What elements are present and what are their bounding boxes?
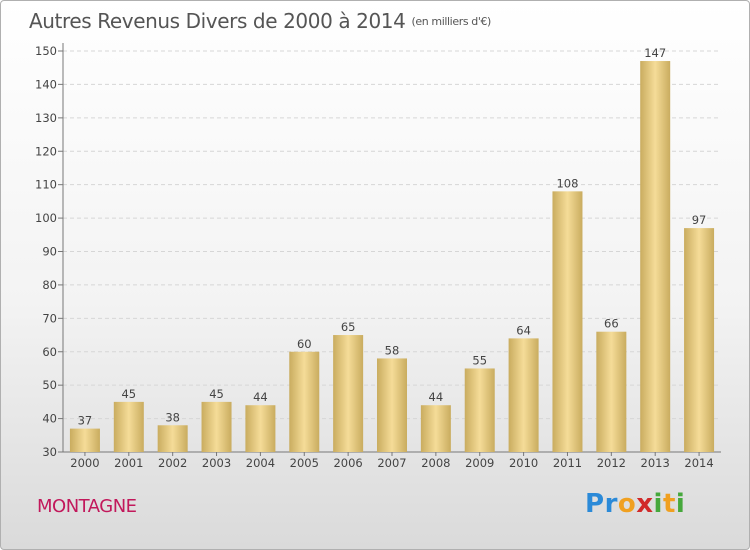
chart-unit: (en milliers d'€) [411,15,491,28]
data-label: 38 [165,410,180,424]
bar [113,401,144,452]
logo-letter: r [604,489,618,519]
data-label: 45 [121,387,136,401]
bar [377,358,407,452]
data-label: 45 [209,387,224,401]
y-tick-label: 60 [42,345,57,359]
data-label: 108 [556,176,578,190]
y-tick-label: 40 [42,412,57,426]
x-tick-label: 2004 [246,456,275,470]
x-tick-label: 2012 [597,456,626,470]
logo-letter: o [617,489,637,519]
data-label: 66 [604,317,619,331]
x-tick-label: 2013 [641,456,670,470]
data-label: 65 [341,320,356,334]
bar [684,228,715,452]
bar [596,331,627,452]
y-tick-label: 150 [35,44,57,58]
y-tick-label: 110 [35,178,57,192]
bar [333,335,364,452]
logo-letter: t [662,489,676,519]
chart-title-text: Autres Revenus Divers de 2000 à 2014 [29,9,406,33]
bar [464,368,495,452]
x-tick-label: 2002 [158,456,187,470]
logo-letter: i [675,489,686,519]
data-label: 97 [692,213,707,227]
chart-title: Autres Revenus Divers de 2000 à 2014 (en … [29,9,491,33]
bar [69,428,100,452]
bar [289,351,320,452]
x-tick-label: 2000 [70,456,99,470]
y-tick-label: 80 [42,278,57,292]
data-label: 64 [516,323,531,337]
x-tick-label: 2011 [553,456,582,470]
logo-letter: x [636,489,654,519]
y-tick-label: 130 [35,111,57,125]
bar [508,338,539,452]
y-tick-label: 30 [42,445,57,459]
x-tick-label: 2005 [290,456,319,470]
bar [640,61,671,453]
bar [201,401,232,452]
y-tick-label: 90 [42,245,57,259]
x-tick-label: 2008 [421,456,450,470]
y-tick-label: 140 [35,77,57,91]
data-label: 147 [644,46,666,60]
commune-name: MONTAGNE [37,496,137,517]
data-label: 55 [472,353,487,367]
y-tick-label: 100 [35,211,57,225]
data-label: 37 [78,414,93,428]
data-label: 60 [297,337,312,351]
x-tick-label: 2003 [202,456,231,470]
x-tick-label: 2009 [465,456,494,470]
bar [420,405,451,452]
bar [245,405,276,452]
y-tick-label: 120 [35,144,57,158]
logo-letter: P [585,489,605,519]
x-tick-label: 2001 [114,456,143,470]
proxiti-logo: Proxiti [585,489,685,519]
x-tick-label: 2006 [333,456,362,470]
y-tick-label: 70 [42,311,57,325]
data-label: 44 [429,390,444,404]
y-tick-label: 50 [42,378,57,392]
x-tick-label: 2010 [509,456,538,470]
x-tick-label: 2007 [377,456,406,470]
x-tick-label: 2014 [684,456,713,470]
data-label: 44 [253,390,268,404]
bar [157,425,188,452]
data-label: 58 [385,343,400,357]
bar [552,191,583,452]
logo-letter: i [653,489,663,519]
